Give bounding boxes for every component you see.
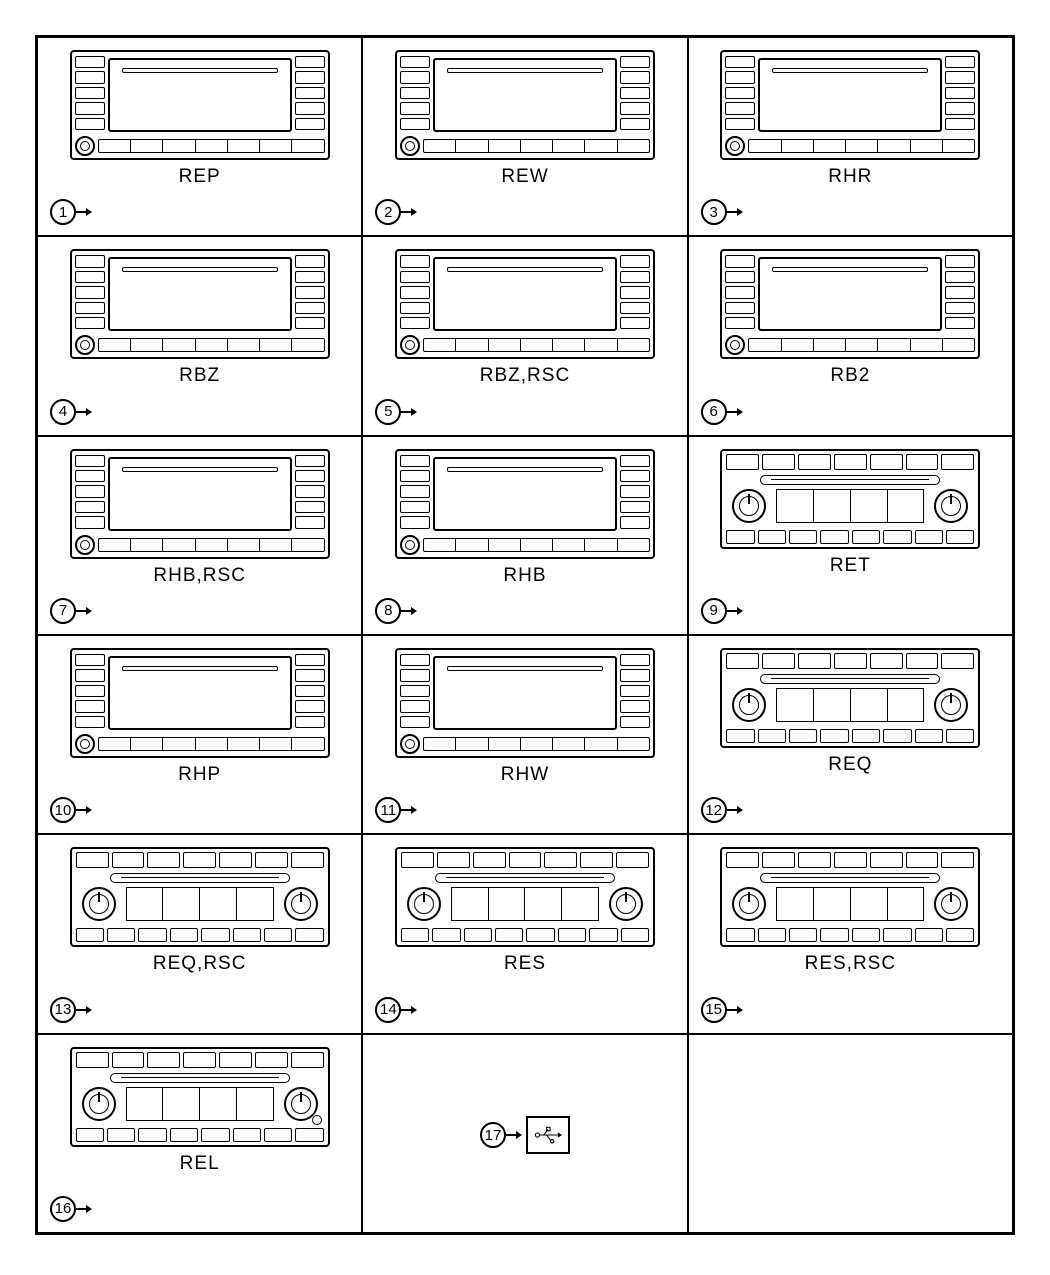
grid-cell: RHB 8 <box>362 436 687 635</box>
volume-knob <box>400 734 420 754</box>
callout-badge: 1 <box>50 199 90 225</box>
radio-unit-button-array <box>720 449 980 549</box>
callout-badge: 5 <box>375 399 415 425</box>
grid-cell: RHP 10 <box>37 635 362 834</box>
aux-port-icon <box>312 1115 322 1125</box>
callout-badge: 3 <box>701 199 741 225</box>
volume-knob <box>400 136 420 156</box>
tune-knob <box>934 489 968 523</box>
radio-code-label: RHB,RSC <box>153 565 246 587</box>
grid-cell: RHB,RSC 7 <box>37 436 362 635</box>
radio-unit-touchscreen <box>720 249 980 359</box>
radio-code-label: RES,RSC <box>805 953 896 975</box>
grid-cell: RHR 3 <box>688 37 1013 236</box>
callout-badge: 15 <box>701 997 741 1023</box>
radio-unit-touchscreen <box>395 449 655 559</box>
radio-unit-button-array <box>720 847 980 947</box>
callout-badge: 16 <box>50 1196 90 1222</box>
usb-icon <box>526 1116 570 1154</box>
radio-unit-button-array <box>70 847 330 947</box>
radio-code-label: REQ,RSC <box>153 953 247 975</box>
callout-badge: 9 <box>701 598 741 624</box>
callout-badge: 4 <box>50 399 90 425</box>
grid-cell: REQ,RSC 13 <box>37 834 362 1033</box>
radio-unit-touchscreen <box>395 249 655 359</box>
callout-badge: 12 <box>701 797 741 823</box>
callout-badge: 11 <box>375 797 415 823</box>
radio-code-label: REW <box>501 166 548 188</box>
tune-knob <box>284 887 318 921</box>
grid-cell: RB2 6 <box>688 236 1013 435</box>
grid-cell: REL 16 <box>37 1034 362 1233</box>
volume-knob <box>75 335 95 355</box>
volume-knob <box>400 535 420 555</box>
grid-cell-empty <box>688 1034 1013 1233</box>
radio-unit-touchscreen <box>720 50 980 160</box>
radio-code-label: RES <box>504 953 546 975</box>
grid-cell: RHW 11 <box>362 635 687 834</box>
radio-unit-touchscreen <box>395 648 655 758</box>
radio-code-label: REQ <box>828 754 872 776</box>
volume-knob <box>75 535 95 555</box>
grid-cell: RBZ 4 <box>37 236 362 435</box>
grid-cell-usb: 17 <box>362 1034 687 1233</box>
volume-knob <box>82 887 116 921</box>
radio-code-label: RBZ,RSC <box>480 365 570 387</box>
volume-knob <box>75 734 95 754</box>
callout-badge: 13 <box>50 997 90 1023</box>
radio-code-label: RB2 <box>830 365 870 387</box>
radio-code-label: RHW <box>501 764 549 786</box>
callout-badge: 8 <box>375 598 415 624</box>
grid-cell: REW 2 <box>362 37 687 236</box>
volume-knob <box>725 136 745 156</box>
grid-cell: REQ 12 <box>688 635 1013 834</box>
radio-code-label: RHR <box>828 166 872 188</box>
grid-cell: RES,RSC 15 <box>688 834 1013 1033</box>
grid-cell: RES 14 <box>362 834 687 1033</box>
radio-unit-button-array <box>720 648 980 748</box>
radio-unit-button-array <box>395 847 655 947</box>
radio-unit-touchscreen <box>70 249 330 359</box>
volume-knob <box>82 1087 116 1121</box>
callout-badge: 7 <box>50 598 90 624</box>
radio-unit-touchscreen <box>395 50 655 160</box>
radio-code-label: RHB <box>503 565 546 587</box>
radio-code-label: REP <box>179 166 221 188</box>
callout-badge: 6 <box>701 399 741 425</box>
volume-knob <box>400 335 420 355</box>
radio-unit-touchscreen <box>70 50 330 160</box>
radio-code-label: RHP <box>178 764 221 786</box>
parts-grid: REP 1 REW 2 RHR 3 <box>35 35 1015 1235</box>
callout-badge: 10 <box>50 797 90 823</box>
radio-code-label: REL <box>180 1153 220 1175</box>
grid-cell: RBZ,RSC 5 <box>362 236 687 435</box>
callout-badge: 2 <box>375 199 415 225</box>
radio-code-label: RBZ <box>179 365 220 387</box>
callout-badge: 17 <box>480 1122 520 1148</box>
radio-unit-touchscreen <box>70 648 330 758</box>
radio-unit-touchscreen <box>70 449 330 559</box>
radio-code-label: RET <box>830 555 871 577</box>
volume-knob <box>725 335 745 355</box>
callout-badge: 14 <box>375 997 415 1023</box>
grid-cell: RET 9 <box>688 436 1013 635</box>
volume-knob <box>75 136 95 156</box>
radio-unit-button-array <box>70 1047 330 1147</box>
volume-knob <box>732 489 766 523</box>
grid-cell: REP 1 <box>37 37 362 236</box>
